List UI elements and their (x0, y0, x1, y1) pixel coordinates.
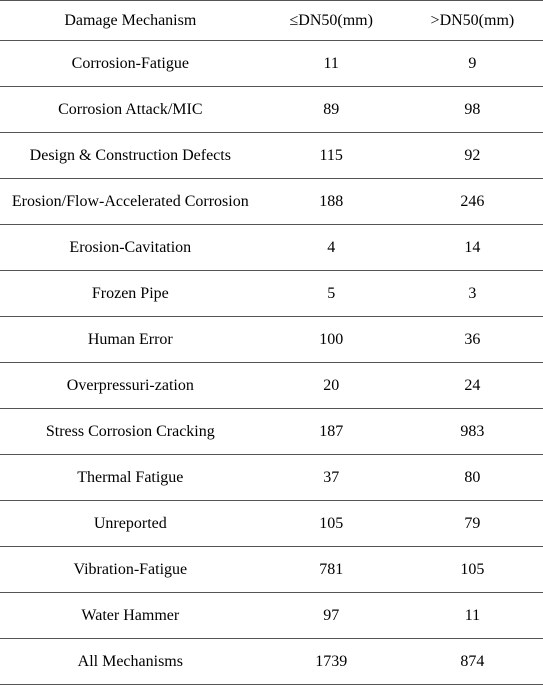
cell-le-dn50: 188 (261, 179, 402, 225)
table-row: Erosion/Flow-Accelerated Corrosion 188 2… (0, 179, 543, 225)
cell-gt-dn50: 874 (402, 639, 543, 685)
cell-mechanism: Stress Corrosion Cracking (0, 409, 261, 455)
cell-le-dn50: 105 (261, 501, 402, 547)
cell-le-dn50: 11 (261, 41, 402, 87)
table-row: Erosion-Cavitation 4 14 (0, 225, 543, 271)
col-header-gt-dn50: >DN50(mm) (402, 1, 543, 41)
cell-le-dn50: 1739 (261, 639, 402, 685)
table-body: Corrosion-Fatigue 11 9 Corrosion Attack/… (0, 41, 543, 685)
cell-le-dn50: 97 (261, 593, 402, 639)
table-row: Corrosion-Fatigue 11 9 (0, 41, 543, 87)
cell-gt-dn50: 24 (402, 363, 543, 409)
col-header-le-dn50: ≤DN50(mm) (261, 1, 402, 41)
cell-mechanism: Corrosion-Fatigue (0, 41, 261, 87)
cell-gt-dn50: 14 (402, 225, 543, 271)
cell-mechanism: Erosion/Flow-Accelerated Corrosion (0, 179, 261, 225)
cell-gt-dn50: 3 (402, 271, 543, 317)
table-row: Frozen Pipe 5 3 (0, 271, 543, 317)
cell-le-dn50: 187 (261, 409, 402, 455)
cell-mechanism: Frozen Pipe (0, 271, 261, 317)
cell-le-dn50: 20 (261, 363, 402, 409)
cell-mechanism: Overpressuri-zation (0, 363, 261, 409)
cell-le-dn50: 4 (261, 225, 402, 271)
cell-mechanism: All Mechanisms (0, 639, 261, 685)
cell-mechanism: Human Error (0, 317, 261, 363)
cell-gt-dn50: 80 (402, 455, 543, 501)
cell-mechanism: Thermal Fatigue (0, 455, 261, 501)
table-row: All Mechanisms 1739 874 (0, 639, 543, 685)
cell-le-dn50: 781 (261, 547, 402, 593)
cell-le-dn50: 115 (261, 133, 402, 179)
cell-gt-dn50: 79 (402, 501, 543, 547)
cell-gt-dn50: 983 (402, 409, 543, 455)
cell-gt-dn50: 36 (402, 317, 543, 363)
table-row: Vibration-Fatigue 781 105 (0, 547, 543, 593)
cell-gt-dn50: 246 (402, 179, 543, 225)
cell-mechanism: Unreported (0, 501, 261, 547)
cell-mechanism: Vibration-Fatigue (0, 547, 261, 593)
table-row: Design & Construction Defects 115 92 (0, 133, 543, 179)
cell-gt-dn50: 92 (402, 133, 543, 179)
table-row: Human Error 100 36 (0, 317, 543, 363)
cell-mechanism: Water Hammer (0, 593, 261, 639)
cell-le-dn50: 5 (261, 271, 402, 317)
table-row: Overpressuri-zation 20 24 (0, 363, 543, 409)
cell-gt-dn50: 105 (402, 547, 543, 593)
damage-mechanism-table: Damage Mechanism ≤DN50(mm) >DN50(mm) Cor… (0, 0, 543, 685)
cell-mechanism: Design & Construction Defects (0, 133, 261, 179)
cell-le-dn50: 37 (261, 455, 402, 501)
table-row: Unreported 105 79 (0, 501, 543, 547)
table-row: Stress Corrosion Cracking 187 983 (0, 409, 543, 455)
cell-le-dn50: 89 (261, 87, 402, 133)
table-row: Water Hammer 97 11 (0, 593, 543, 639)
table-row: Thermal Fatigue 37 80 (0, 455, 543, 501)
cell-mechanism: Corrosion Attack/MIC (0, 87, 261, 133)
cell-le-dn50: 100 (261, 317, 402, 363)
cell-gt-dn50: 9 (402, 41, 543, 87)
table-row: Corrosion Attack/MIC 89 98 (0, 87, 543, 133)
cell-mechanism: Erosion-Cavitation (0, 225, 261, 271)
cell-gt-dn50: 98 (402, 87, 543, 133)
cell-gt-dn50: 11 (402, 593, 543, 639)
table-header-row: Damage Mechanism ≤DN50(mm) >DN50(mm) (0, 1, 543, 41)
col-header-mechanism: Damage Mechanism (0, 1, 261, 41)
